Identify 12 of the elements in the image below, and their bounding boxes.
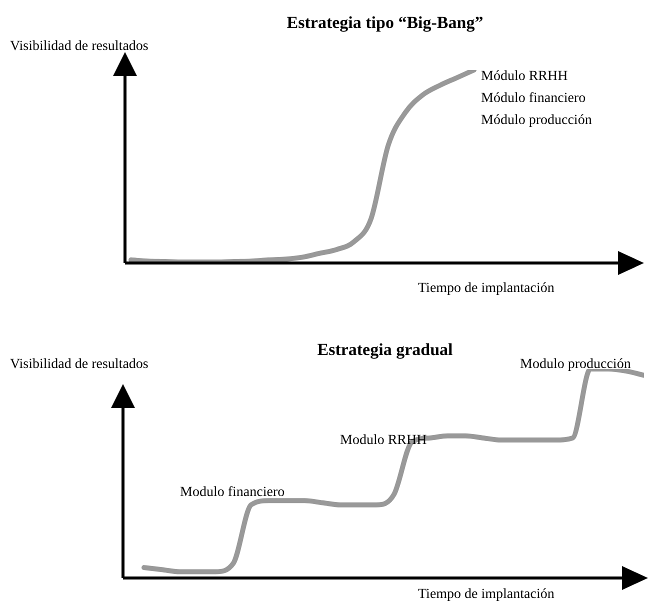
annotation: Módulo financiero [481,91,586,106]
chart-title: Estrategia gradual [317,340,454,359]
x-axis-title: Tiempo de implantación [418,281,554,296]
annotation: Modulo producción [520,357,631,372]
x-axis-title: Tiempo de implantación [418,587,554,602]
chart-title: Estrategia tipo “Big-Bang” [286,13,484,32]
y-axis-title: Visibilidad de resultados [10,357,148,372]
y-axis-title: Visibilidad de resultados [10,39,148,54]
annotation: Módulo RRHH [481,69,568,84]
annotation: Modulo financiero [180,485,285,500]
annotation: Modulo RRHH [340,433,427,448]
annotation: Módulo producción [481,113,592,128]
